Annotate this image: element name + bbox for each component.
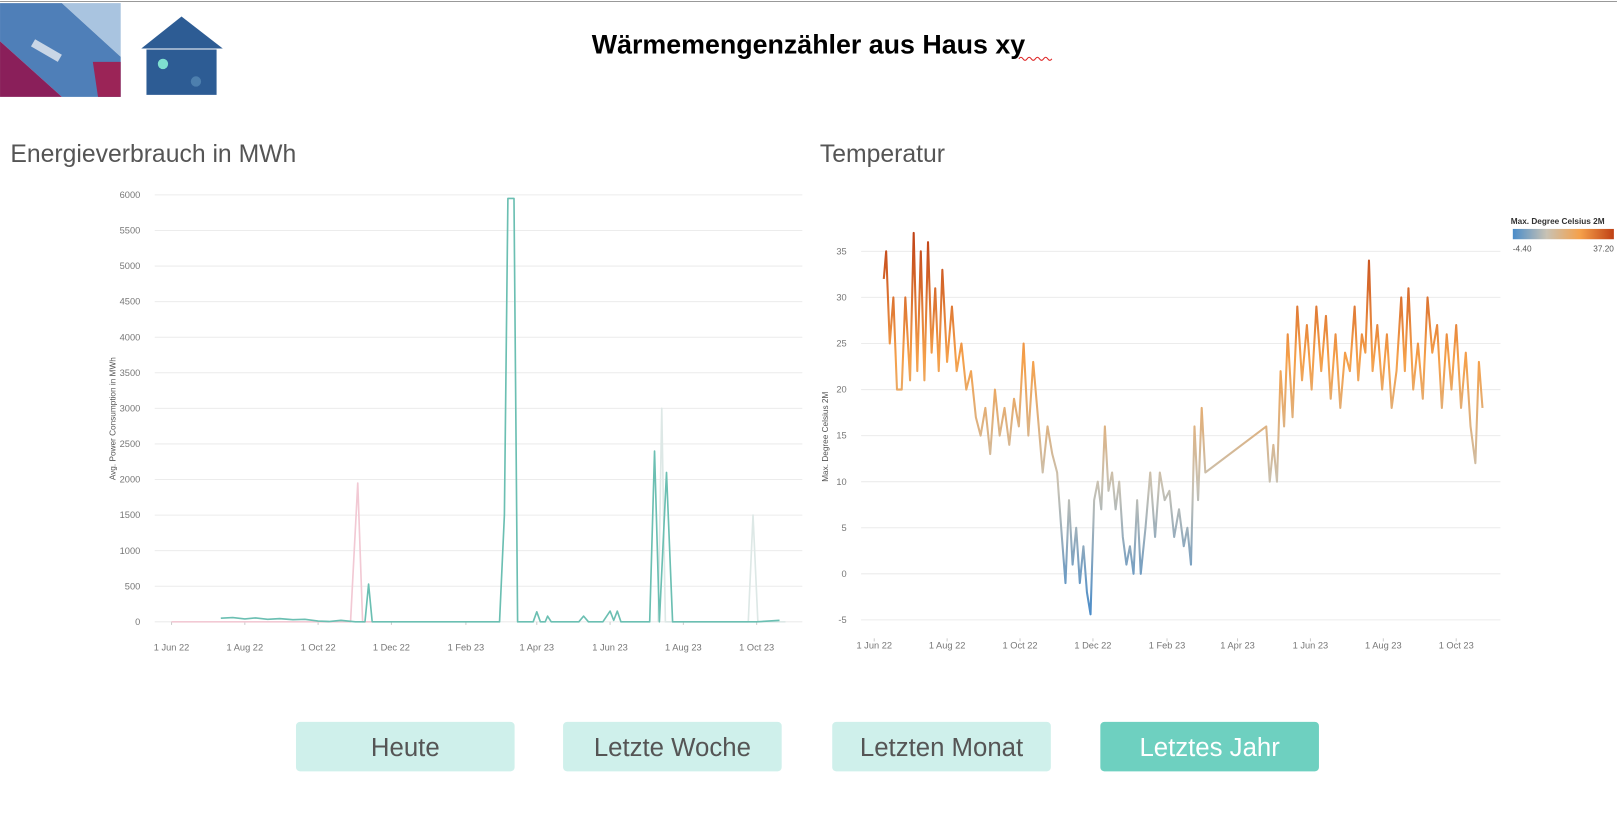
color-legend-bar [1512,228,1614,240]
x-tick-label: 1 Aug 22 [227,643,264,653]
button-bar: Heute Letzte Woche Letzten Monat Letztes Ja… [295,721,1319,772]
y-tick-label: 5000 [120,261,141,271]
y-tick-label: 6000 [120,190,141,200]
button-label: Letzten Monat [860,734,1023,762]
x-tick-label: 1 Oct 22 [301,643,336,653]
button-label: Heute [371,734,440,762]
x-tick-label: 1 Oct 22 [1003,641,1038,651]
y-tick-label: 0 [135,617,140,627]
y-tick-label: 15 [836,431,846,441]
y-tick-label: 4000 [120,332,141,342]
y-tick-label: 5 [841,523,846,533]
filter-button[interactable]: Heute [295,721,515,772]
filter-button[interactable]: Letztes Jahr [1100,721,1319,772]
x-tick-label: 1 Dec 22 [1074,641,1111,651]
y-axis-label: Max. Degree Celsius 2M [821,392,830,482]
x-tick-label: 1 Feb 23 [448,643,485,653]
legend-max-label: 37.20 [1593,245,1614,254]
y-tick-label: 20 [836,385,846,395]
y-tick-label: 1000 [120,546,141,556]
y-axis-label: Avg. Power Consumption in MWh [109,357,118,480]
legend-title: Max. Degree Celsius 2M [1511,217,1605,226]
y-tick-label: 3000 [120,403,141,413]
y-tick-label: 2500 [120,439,141,449]
filter-button[interactable]: Letzten Monat [832,721,1051,772]
filter-button[interactable]: Letzte Woche [563,721,782,772]
logo-photo [0,3,121,97]
y-tick-label: 4500 [120,297,141,307]
x-tick-label: 1 Jun 22 [856,641,892,651]
x-tick-label: 1 Dec 22 [373,643,410,653]
x-tick-label: 1 Jun 23 [592,643,628,653]
button-background [832,721,1051,772]
x-tick-label: 1 Jun 23 [1293,641,1329,651]
y-tick-label: 3500 [120,368,141,378]
spellcheck-underline [1018,56,1053,61]
y-tick-label: 35 [836,246,846,256]
data-line [882,231,1484,616]
house-icon [141,16,223,95]
y-tick-label: 5500 [120,226,141,236]
button-background [295,721,515,772]
legend-min-label: -4.40 [1513,245,1532,254]
panel-title: Temperatur [820,141,945,168]
x-tick-label: 1 Apr 23 [1220,641,1255,651]
y-tick-label: 25 [836,339,846,349]
page-title: Wärmemengenzähler aus Haus xy [592,30,1025,60]
chart: 0 500 1000 1500 2000 2500 3000 3500 4000 4500 5000… [109,190,803,653]
x-tick-label: 1 Aug 23 [1365,641,1402,651]
y-tick-label: 30 [836,293,846,303]
y-tick-label: 0 [841,569,846,579]
y-tick-label: 10 [836,477,846,487]
x-tick-label: 1 Aug 23 [665,643,702,653]
chart: -5 0 5 10 15 20 25 30 35 1 Jun 22 1 Aug 22 1 Oct 22… [821,217,1614,651]
x-tick-label: 1 Feb 23 [1149,641,1186,651]
x-tick-label: 1 Apr 23 [520,643,555,653]
x-tick-label: 1 Jun 22 [154,643,190,653]
y-tick-label: 1500 [120,510,141,520]
x-tick-label: 1 Oct 23 [739,643,774,653]
x-tick-label: 1 Aug 22 [929,641,966,651]
button-background [563,721,782,772]
y-tick-label: 2000 [120,475,141,485]
button-background [1100,721,1319,772]
button-label: Letztes Jahr [1139,734,1280,762]
charts: 0 500 1000 1500 2000 2500 3000 3500 4000 4500 5000… [109,190,1615,653]
data-line [220,197,780,623]
panel-title: Energieverbrauch in MWh [10,141,296,168]
y-tick-label: -5 [838,615,846,625]
y-tick-label: 500 [125,581,140,591]
button-label: Letzte Woche [594,734,751,762]
x-tick-label: 1 Oct 23 [1439,641,1474,651]
